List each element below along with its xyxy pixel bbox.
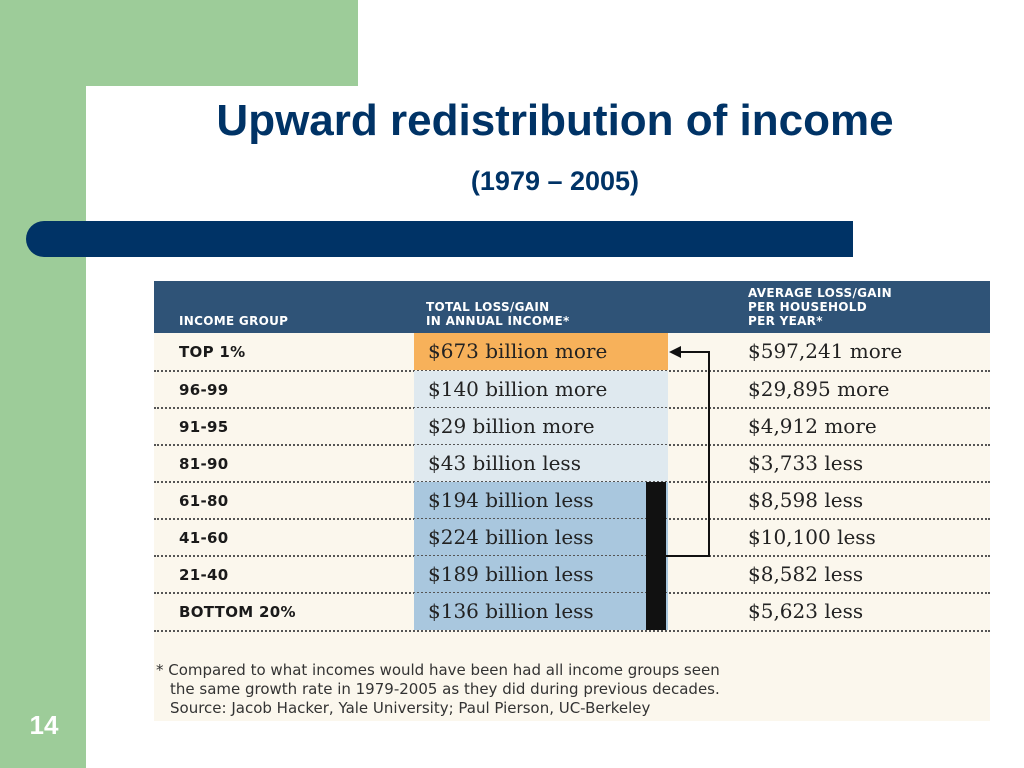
header-avg-line3: PER YEAR* bbox=[748, 314, 823, 328]
title-divider-bar bbox=[26, 221, 853, 257]
footnote-line2: the same growth rate in 1979-2005 as the… bbox=[170, 680, 720, 698]
income-group-cell: 91-95 bbox=[179, 418, 229, 436]
income-group-cell: TOP 1% bbox=[179, 343, 246, 361]
header-total-line1: TOTAL LOSS/GAIN bbox=[426, 300, 550, 314]
slide-number: 14 bbox=[29, 710, 59, 740]
bottom-groups-bracket bbox=[646, 482, 666, 630]
income-group-cell: 81-90 bbox=[179, 455, 229, 473]
total-change-cell: $29 billion more bbox=[414, 408, 668, 445]
total-change-cell: $189 billion less bbox=[414, 556, 668, 593]
redistribution-arrow-bottom bbox=[666, 555, 710, 557]
slide-frame-top bbox=[0, 0, 358, 86]
total-change-cell: $194 billion less bbox=[414, 482, 668, 519]
slide-frame-left bbox=[0, 0, 86, 768]
table-footnote: * Compared to what incomes would have be… bbox=[156, 661, 986, 718]
income-group-cell: 96-99 bbox=[179, 381, 229, 399]
total-change-cell: $673 billion more bbox=[414, 333, 668, 370]
average-change-cell: $8,598 less bbox=[748, 488, 864, 512]
average-change-cell: $4,912 more bbox=[748, 414, 877, 438]
table-row: 61-80 $194 billion less $8,598 less bbox=[154, 482, 990, 519]
total-change-cell: $136 billion less bbox=[414, 593, 668, 630]
table-row: BOTTOM 20% $136 billion less $5,623 less bbox=[154, 593, 990, 630]
slide-title: Upward redistribution of income bbox=[216, 96, 894, 145]
average-change-cell: $8,582 less bbox=[748, 562, 864, 586]
header-income-group: INCOME GROUP bbox=[179, 314, 289, 328]
table-row: 41-60 $224 billion less $10,100 less bbox=[154, 519, 990, 556]
table-row: 81-90 $43 billion less $3,733 less bbox=[154, 445, 990, 482]
average-change-cell: $5,623 less bbox=[748, 599, 864, 623]
table-row: TOP 1% $673 billion more $597,241 more bbox=[154, 333, 990, 370]
income-redistribution-table: INCOME GROUP TOTAL LOSS/GAIN IN ANNUAL I… bbox=[154, 281, 990, 721]
row-divider bbox=[154, 630, 990, 632]
total-change-cell: $43 billion less bbox=[414, 445, 668, 482]
redistribution-arrow-line bbox=[708, 351, 710, 557]
total-change-cell: $224 billion less bbox=[414, 519, 668, 556]
table-header: INCOME GROUP TOTAL LOSS/GAIN IN ANNUAL I… bbox=[154, 281, 990, 333]
total-change-cell: $140 billion more bbox=[414, 371, 668, 408]
header-avg-line1: AVERAGE LOSS/GAIN bbox=[748, 286, 893, 300]
table-row: 21-40 $189 billion less $8,582 less bbox=[154, 556, 990, 593]
income-group-cell: BOTTOM 20% bbox=[179, 603, 296, 621]
average-change-cell: $10,100 less bbox=[748, 525, 876, 549]
header-average-loss-gain: AVERAGE LOSS/GAIN PER HOUSEHOLD PER YEAR… bbox=[748, 286, 892, 328]
income-group-cell: 21-40 bbox=[179, 566, 229, 584]
footnote-line1: * Compared to what incomes would have be… bbox=[156, 661, 720, 679]
income-group-cell: 41-60 bbox=[179, 529, 229, 547]
header-total-loss-gain: TOTAL LOSS/GAIN IN ANNUAL INCOME* bbox=[426, 300, 570, 328]
income-group-cell: 61-80 bbox=[179, 492, 229, 510]
arrow-left-icon bbox=[669, 346, 681, 358]
average-change-cell: $3,733 less bbox=[748, 451, 864, 475]
slide-subtitle: (1979 – 2005) bbox=[470, 166, 640, 196]
table-row: 96-99 $140 billion more $29,895 more bbox=[154, 371, 990, 408]
average-change-cell: $597,241 more bbox=[748, 339, 903, 363]
header-avg-line2: PER HOUSEHOLD bbox=[748, 300, 867, 314]
footnote-source: Source: Jacob Hacker, Yale University; P… bbox=[170, 699, 651, 717]
redistribution-arrow-top bbox=[679, 351, 710, 353]
table-row: 91-95 $29 billion more $4,912 more bbox=[154, 408, 990, 445]
average-change-cell: $29,895 more bbox=[748, 377, 890, 401]
header-total-line2: IN ANNUAL INCOME* bbox=[426, 314, 570, 328]
